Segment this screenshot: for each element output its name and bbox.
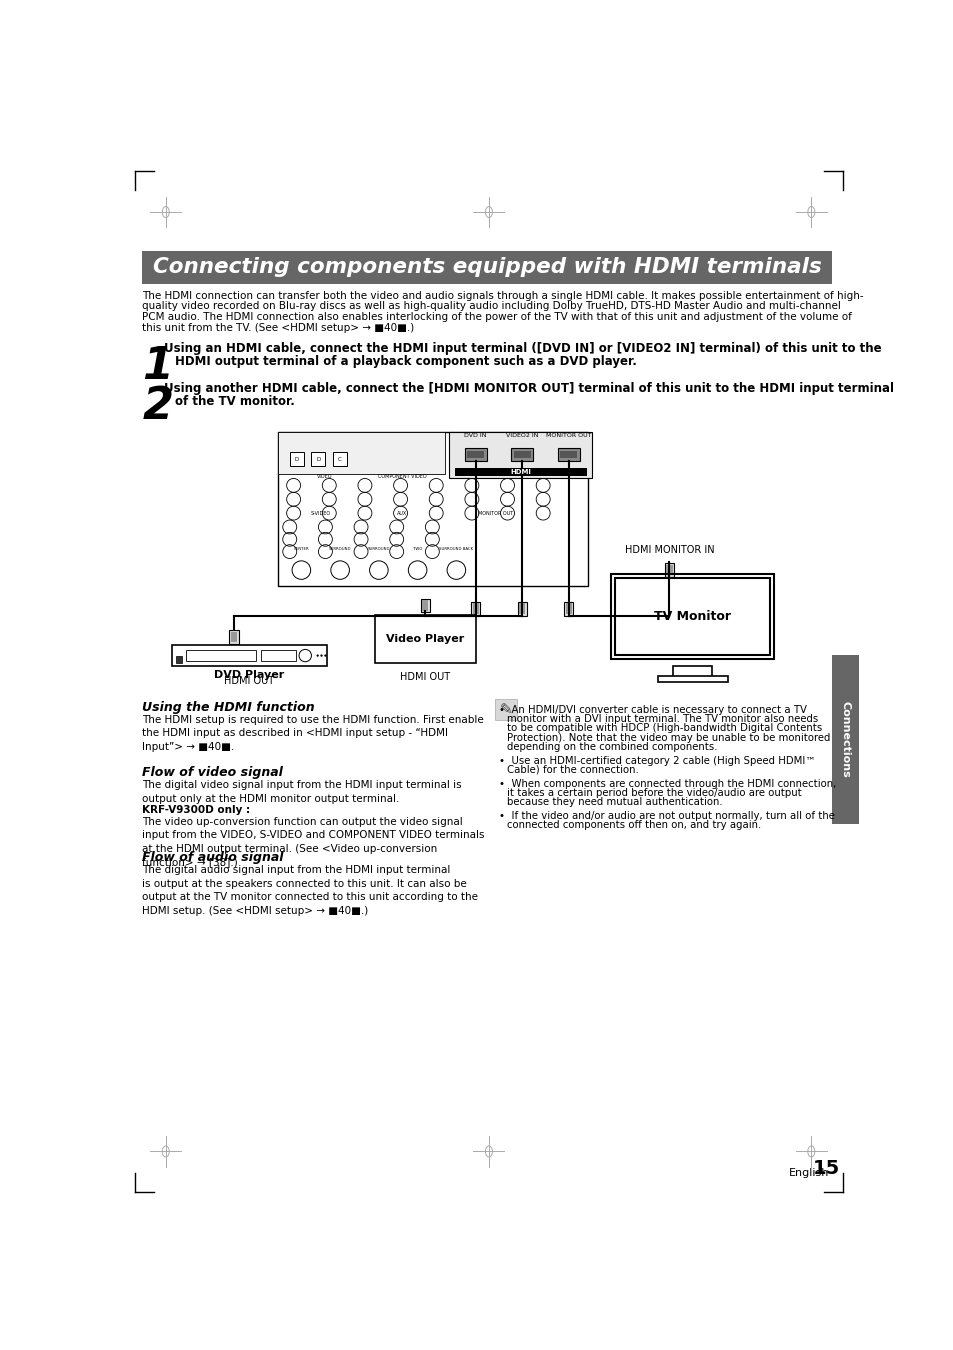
Bar <box>464 448 486 460</box>
Text: The HDMI connection can transfer both the video and audio signals through a sing: The HDMI connection can transfer both th… <box>142 290 863 301</box>
Text: AUX: AUX <box>396 512 407 516</box>
Text: COMPONENT VIDEO: COMPONENT VIDEO <box>377 474 426 479</box>
Text: Using another HDMI cable, connect the [HDMI MONITOR OUT] terminal of this unit t: Using another HDMI cable, connect the [H… <box>164 382 893 396</box>
Bar <box>558 448 579 460</box>
Bar <box>375 614 476 663</box>
Text: TWO: TWO <box>413 547 422 551</box>
Bar <box>261 651 295 661</box>
Text: VIDEO: VIDEO <box>316 474 332 479</box>
Text: S-VIDEO: S-VIDEO <box>311 512 331 516</box>
Bar <box>511 448 533 460</box>
Text: Connecting components equipped with HDMI terminals: Connecting components equipped with HDMI… <box>153 258 821 278</box>
Text: quality video recorded on Blu-ray discs as well as high-quality audio including : quality video recorded on Blu-ray discs … <box>142 301 841 312</box>
Bar <box>455 468 586 477</box>
Text: ✎: ✎ <box>499 702 512 717</box>
Circle shape <box>320 655 322 656</box>
Text: 2: 2 <box>142 385 173 428</box>
Text: •  When components are connected through the HDMI connection,: • When components are connected through … <box>498 779 836 788</box>
Bar <box>472 603 478 614</box>
Bar <box>471 602 480 616</box>
Text: •  An HDMI/DVI converter cable is necessary to connect a TV: • An HDMI/DVI converter cable is necessa… <box>498 705 806 716</box>
Text: HDMI: HDMI <box>510 470 531 475</box>
Bar <box>664 563 674 576</box>
Bar <box>518 603 525 614</box>
Text: The digital video signal input from the HDMI input terminal is
output only at th: The digital video signal input from the … <box>142 780 461 803</box>
Circle shape <box>324 655 326 656</box>
Bar <box>658 676 727 682</box>
Text: HDMI OUT: HDMI OUT <box>224 675 274 686</box>
Bar <box>290 452 303 466</box>
Text: C: C <box>338 456 341 462</box>
Bar <box>278 432 444 474</box>
Bar <box>467 451 484 459</box>
Text: depending on the combined components.: depending on the combined components. <box>506 741 717 752</box>
Bar <box>563 602 573 616</box>
Text: Connections: Connections <box>840 701 849 778</box>
Bar <box>175 656 182 663</box>
Bar <box>333 452 347 466</box>
Text: Protection). Note that the video may be unable to be monitored: Protection). Note that the video may be … <box>506 733 829 743</box>
Text: D: D <box>316 456 320 462</box>
Text: of the TV monitor.: of the TV monitor. <box>174 394 294 408</box>
Text: SURROUND BACK: SURROUND BACK <box>438 547 473 551</box>
Text: Flow of video signal: Flow of video signal <box>142 767 283 779</box>
Text: DVD IN: DVD IN <box>464 432 486 437</box>
Text: KRF-V9300D only :: KRF-V9300D only : <box>142 805 251 815</box>
Bar <box>559 451 577 459</box>
Bar <box>278 432 587 586</box>
Text: DVD Player: DVD Player <box>214 670 284 680</box>
Text: HDMI MONITOR IN: HDMI MONITOR IN <box>624 544 714 555</box>
Text: Flow of audio signal: Flow of audio signal <box>142 850 284 864</box>
Text: HDMI OUT: HDMI OUT <box>400 672 450 682</box>
Text: because they need mutual authentication.: because they need mutual authentication. <box>506 798 721 807</box>
Bar <box>231 632 236 643</box>
Text: SURROUND: SURROUND <box>367 547 390 551</box>
Text: The video up-conversion function can output the video signal
input from the VIDE: The video up-conversion function can out… <box>142 817 484 867</box>
Text: HDMI output terminal of a playback component such as a DVD player.: HDMI output terminal of a playback compo… <box>174 355 637 367</box>
Text: MONITOR OUT: MONITOR OUT <box>477 512 512 516</box>
Bar <box>311 452 325 466</box>
Bar <box>448 432 592 478</box>
Bar <box>420 598 430 613</box>
Circle shape <box>316 655 318 656</box>
Text: D: D <box>294 456 298 462</box>
Text: Using the HDMI function: Using the HDMI function <box>142 701 314 714</box>
Text: PCM audio. The HDMI connection also enables interlocking of the power of the TV : PCM audio. The HDMI connection also enab… <box>142 312 851 323</box>
Text: 1: 1 <box>142 346 173 389</box>
Bar <box>142 251 831 284</box>
Text: CENTER: CENTER <box>294 547 309 551</box>
Bar <box>229 630 238 644</box>
Text: it takes a certain period before the video/audio are output: it takes a certain period before the vid… <box>506 788 801 798</box>
Text: to be compatible with HDCP (High-bandwidth Digital Contents: to be compatible with HDCP (High-bandwid… <box>506 724 821 733</box>
Bar <box>565 603 571 614</box>
Bar <box>673 666 711 678</box>
Text: TV Monitor: TV Monitor <box>654 610 731 622</box>
Bar <box>666 564 672 575</box>
Bar <box>495 699 517 721</box>
Bar <box>186 651 255 661</box>
Bar <box>611 574 773 659</box>
Bar <box>517 602 526 616</box>
Text: The digital audio signal input from the HDMI input terminal
is output at the spe: The digital audio signal input from the … <box>142 865 478 915</box>
Text: VIDEO2 IN: VIDEO2 IN <box>505 432 537 437</box>
Bar <box>172 645 327 667</box>
Text: 15: 15 <box>812 1160 840 1179</box>
Bar <box>513 451 530 459</box>
Bar <box>615 578 769 655</box>
Text: this unit from the TV. (See <HDMI setup> → ■40■.): this unit from the TV. (See <HDMI setup>… <box>142 323 415 333</box>
Text: monitor with a DVI input terminal. The TV monitor also needs: monitor with a DVI input terminal. The T… <box>506 714 817 724</box>
Text: Using an HDMI cable, connect the HDMI input terminal ([DVD IN] or [VIDEO2 IN] te: Using an HDMI cable, connect the HDMI in… <box>164 342 881 355</box>
Text: connected components off then on, and try again.: connected components off then on, and tr… <box>506 821 760 830</box>
Text: Video Player: Video Player <box>386 633 464 644</box>
Text: Cable) for the connection.: Cable) for the connection. <box>506 765 638 775</box>
Text: •  If the video and/or audio are not output normally, turn all of the: • If the video and/or audio are not outp… <box>498 811 834 821</box>
Text: The HDMI setup is required to use the HDMI function. First enable
the HDMI input: The HDMI setup is required to use the HD… <box>142 716 484 752</box>
Bar <box>422 601 428 612</box>
Text: •  Use an HDMI-certified category 2 cable (High Speed HDMI™: • Use an HDMI-certified category 2 cable… <box>498 756 815 765</box>
Bar <box>831 655 858 825</box>
Text: English: English <box>788 1168 828 1179</box>
Text: SURROUND: SURROUND <box>329 547 351 551</box>
Text: MONITOR OUT: MONITOR OUT <box>545 432 591 437</box>
